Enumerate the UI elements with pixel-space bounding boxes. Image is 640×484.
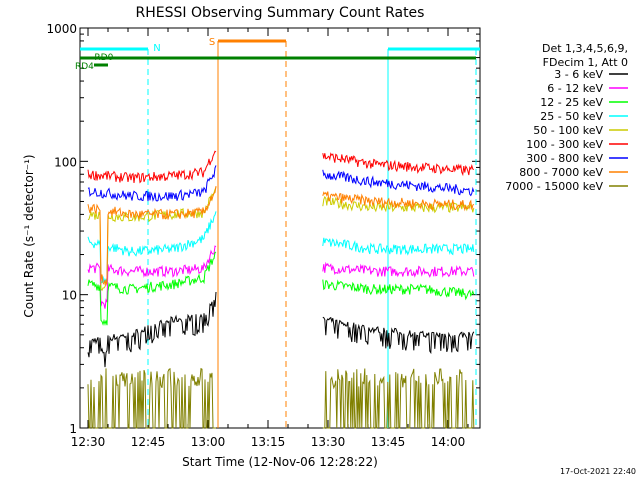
y-tick-label: 10 [62, 289, 77, 303]
series-line [87, 245, 217, 309]
x-tick-label: 13:15 [251, 435, 286, 449]
series-line [322, 169, 475, 197]
series-line [322, 316, 475, 355]
y-tick-label: 100 [54, 155, 77, 169]
series-line [322, 152, 475, 177]
legend-header-line-2: FDecim 1, Att 0 [543, 56, 628, 69]
x-tick-label: 13:00 [191, 435, 226, 449]
x-axis-label: Start Time (12-Nov-06 12:28:22) [182, 455, 378, 469]
series-line [322, 261, 475, 278]
chart-title: RHESSI Observing Summary Count Rates [136, 5, 425, 21]
series-line [322, 279, 475, 301]
series-line [87, 367, 216, 429]
x-tick-label: 12:30 [71, 435, 106, 449]
series-line [87, 291, 217, 368]
legend-entry-label: 6 - 12 keV [547, 82, 603, 95]
legend-entry-label: 50 - 100 keV [533, 124, 603, 137]
plot-layer: 1 10 100 1000 12:30 12:45 13:00 13:15 13:30 13:45… [46, 22, 628, 449]
x-tick-label: 14:00 [431, 435, 466, 449]
plot-frame [79, 27, 481, 429]
legend-entry-label: 3 - 6 keV [554, 68, 603, 81]
series-line [322, 191, 475, 212]
y-axis-label: Count Rate (s⁻¹ detector⁻¹) [22, 154, 36, 317]
legend-entry-label: 7000 - 15000 keV [505, 180, 603, 193]
rd4-flag-label: RD4 [75, 62, 94, 72]
y-tick-label: 1 [69, 422, 77, 436]
x-tick-label: 12:45 [131, 435, 166, 449]
series-line [87, 186, 217, 286]
legend-entry-label: 25 - 50 keV [540, 110, 603, 123]
legend-entry-label: 100 - 300 keV [526, 138, 603, 151]
legend-header-line-1: Det 1,3,4,5,6,9, [542, 42, 628, 55]
series-line [87, 251, 217, 326]
x-tick-label: 13:30 [311, 435, 346, 449]
night-flag-label: N [153, 43, 160, 54]
x-tick-label: 13:45 [371, 435, 406, 449]
series-line [87, 150, 217, 184]
series-line [87, 211, 217, 285]
legend-entry-label: 800 - 7000 keV [519, 166, 603, 179]
legend-entry-label: 12 - 25 keV [540, 96, 603, 109]
rd0-flag-label: RD0 [94, 53, 113, 63]
y-tick-label: 1000 [46, 22, 77, 36]
series-line [322, 237, 475, 256]
series-line [87, 165, 217, 202]
series-line [322, 368, 475, 429]
saa-flag-label: S [209, 37, 215, 48]
legend-entry-label: 300 - 800 keV [526, 152, 603, 165]
footer-timestamp: 17-Oct-2021 22:40 [560, 467, 636, 476]
